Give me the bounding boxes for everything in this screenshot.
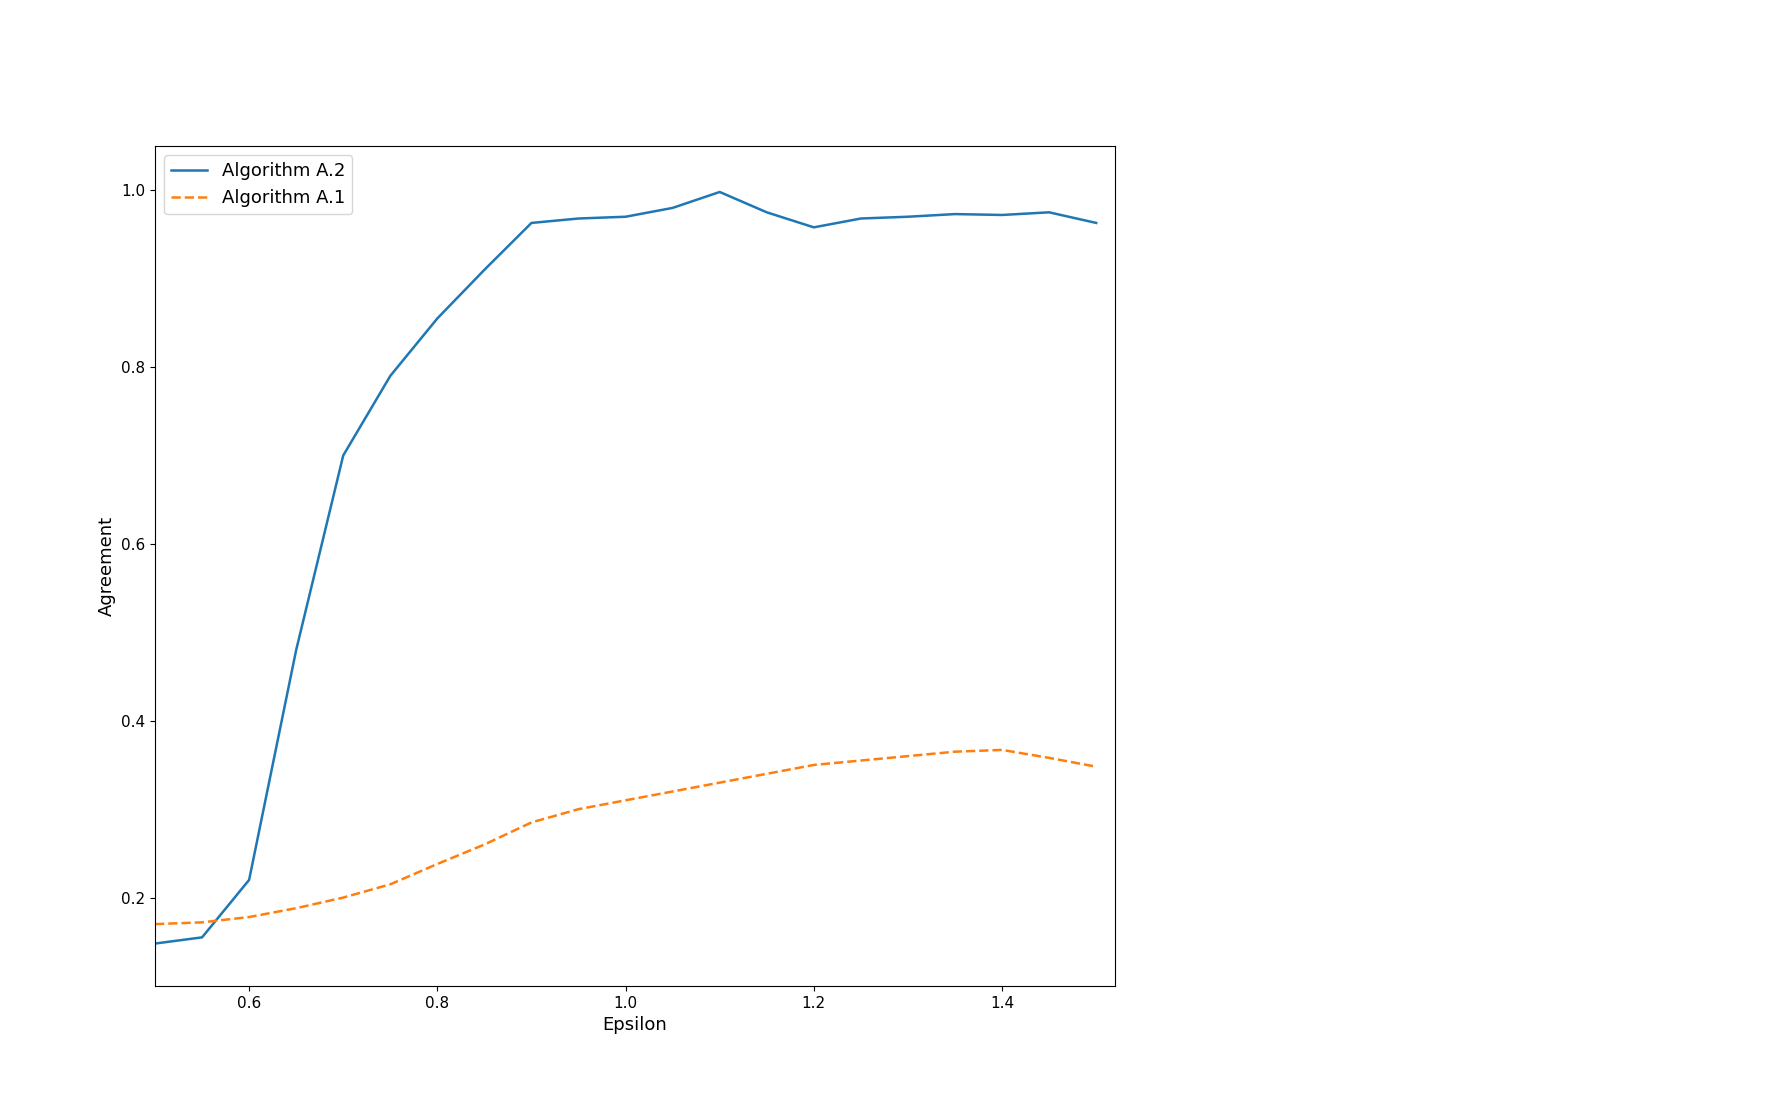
Algorithm A.2 (192, 931, 213, 945)
Y-axis label: Agreement: Agreement (97, 515, 115, 616)
Algorithm A.1 (238, 910, 260, 924)
Algorithm A.2 (710, 186, 731, 199)
Line: Algorithm A.2: Algorithm A.2 (154, 192, 1097, 943)
Algorithm A.1 (380, 878, 401, 891)
Algorithm A.1 (473, 838, 495, 852)
Algorithm A.1 (710, 776, 731, 790)
Algorithm A.1 (991, 743, 1012, 757)
X-axis label: Epsilon: Epsilon (602, 1016, 667, 1034)
Algorithm A.2 (285, 644, 306, 657)
Algorithm A.1 (849, 754, 871, 768)
Algorithm A.1 (192, 916, 213, 929)
Algorithm A.1 (898, 750, 919, 763)
Algorithm A.2 (380, 369, 401, 383)
Algorithm A.2 (944, 208, 966, 221)
Legend: Algorithm A.2, Algorithm A.1: Algorithm A.2, Algorithm A.1 (165, 155, 353, 215)
Algorithm A.1 (143, 918, 165, 931)
Algorithm A.1 (285, 901, 306, 915)
Algorithm A.2 (521, 217, 543, 230)
Algorithm A.2 (1086, 217, 1107, 230)
Algorithm A.1 (1086, 760, 1107, 773)
Algorithm A.2 (849, 212, 871, 226)
Algorithm A.1 (661, 785, 683, 799)
Algorithm A.2 (803, 221, 824, 234)
Algorithm A.2 (991, 208, 1012, 221)
Algorithm A.1 (615, 794, 636, 807)
Algorithm A.2 (426, 312, 448, 325)
Algorithm A.1 (521, 816, 543, 830)
Line: Algorithm A.1: Algorithm A.1 (154, 750, 1097, 925)
Algorithm A.2 (756, 206, 778, 219)
Algorithm A.2 (615, 210, 636, 223)
Algorithm A.2 (238, 874, 260, 887)
Algorithm A.1 (568, 803, 590, 816)
Algorithm A.1 (426, 857, 448, 870)
Algorithm A.2 (898, 210, 919, 223)
Algorithm A.2 (568, 212, 590, 226)
Algorithm A.2 (473, 263, 495, 276)
Algorithm A.2 (1038, 206, 1059, 219)
Algorithm A.1 (1038, 751, 1059, 764)
Algorithm A.2 (143, 937, 165, 950)
Algorithm A.1 (756, 768, 778, 781)
Algorithm A.1 (803, 759, 824, 772)
Algorithm A.1 (944, 745, 966, 759)
Algorithm A.1 (333, 891, 355, 905)
Algorithm A.2 (333, 449, 355, 462)
Algorithm A.2 (661, 201, 683, 215)
